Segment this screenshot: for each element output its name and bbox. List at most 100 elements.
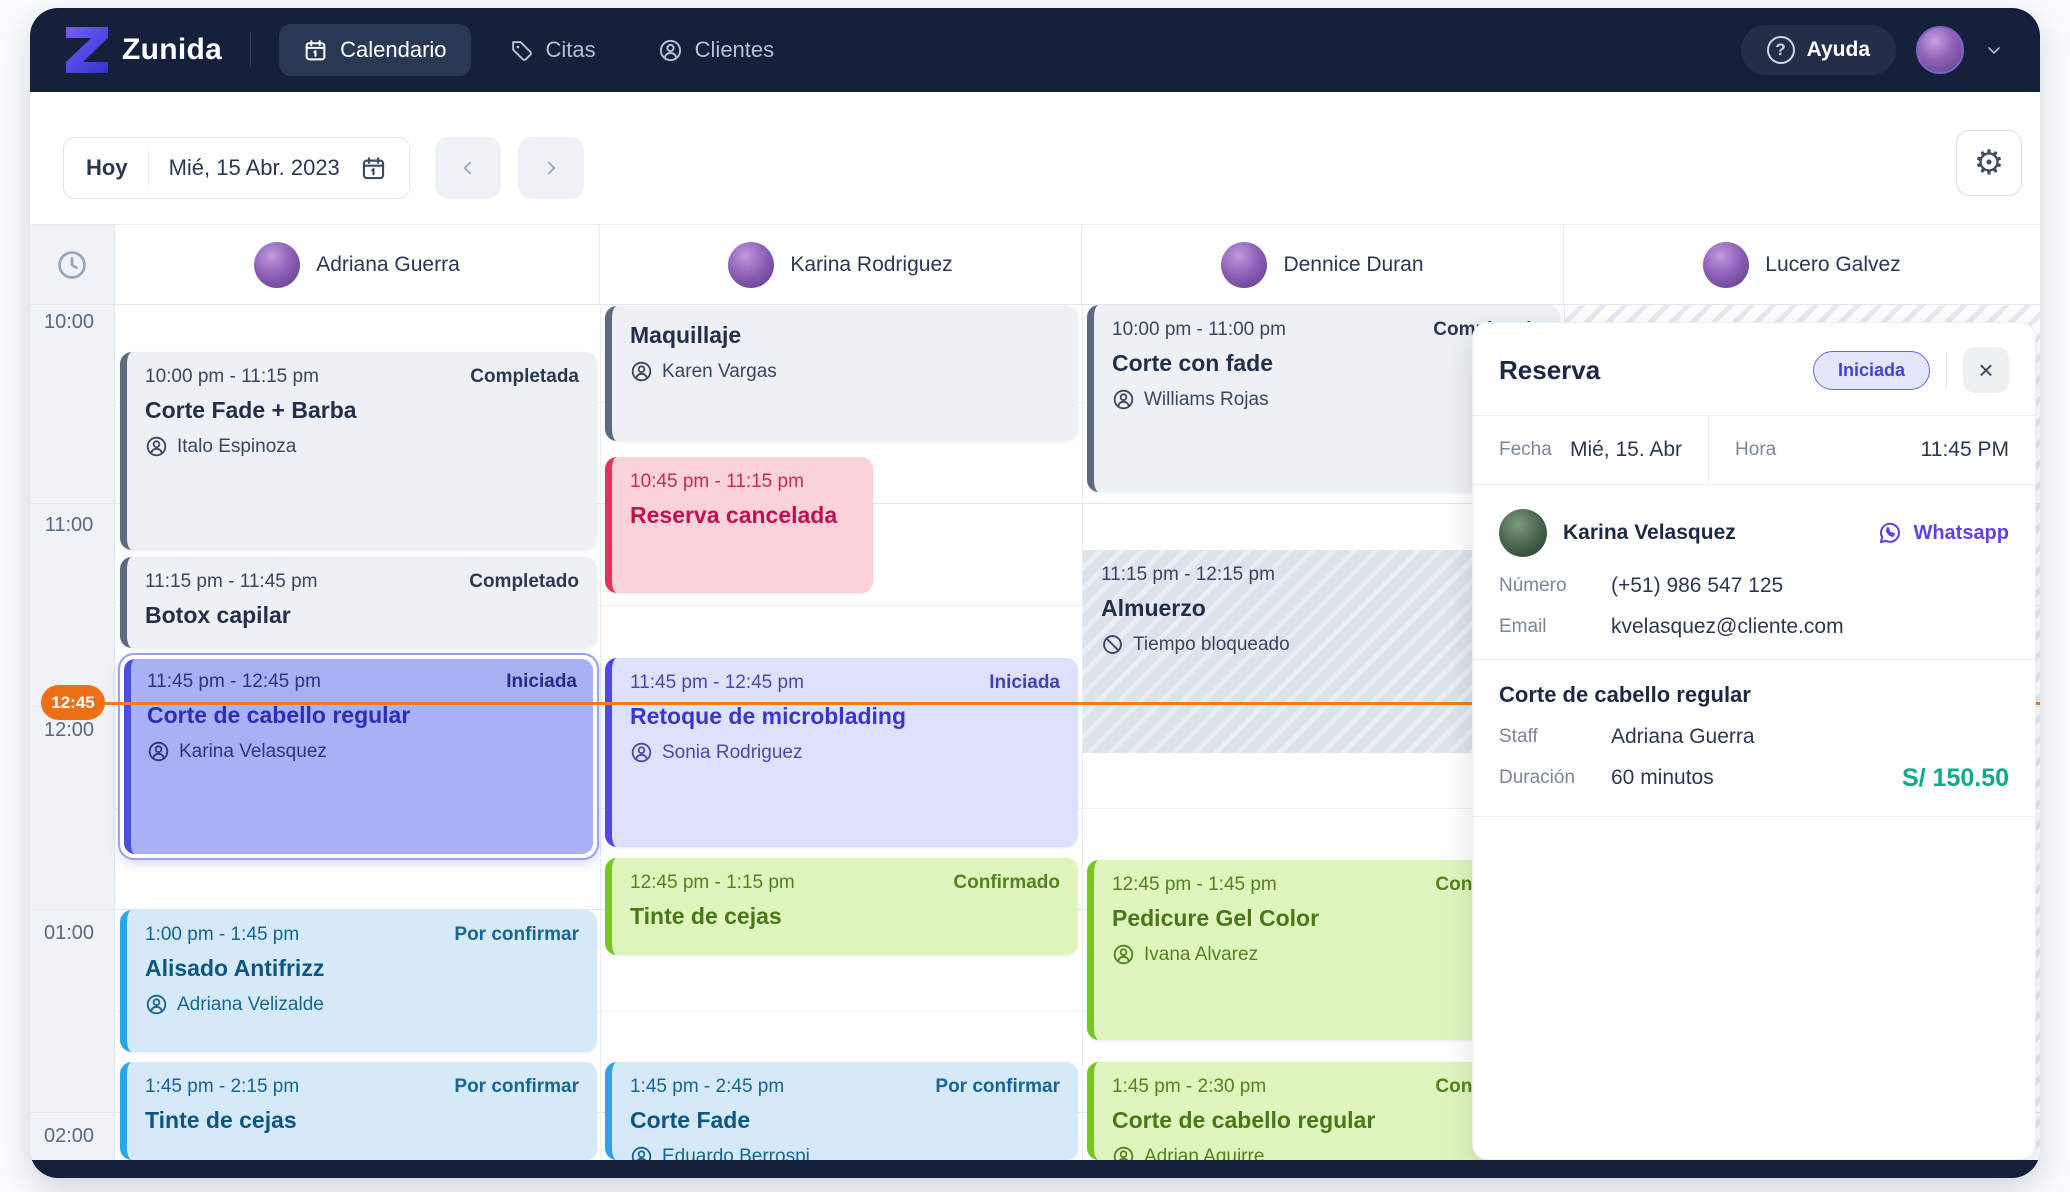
tab-clientes[interactable]: Clientes <box>634 24 798 76</box>
panel-title: Reserva <box>1499 354 1601 385</box>
numero-value: (+51) 986 547 125 <box>1611 574 1784 597</box>
staff-avatar <box>728 241 775 288</box>
hora-cell: Hora 11:45 PM <box>1735 438 2009 461</box>
navbar-right: ? Ayuda <box>1740 25 2004 75</box>
staff-avatar <box>1221 241 1268 288</box>
help-button[interactable]: ? Ayuda <box>1740 25 1896 75</box>
event-card[interactable]: 10:00 pm - 11:15 pm Completada Corte Fade… <box>120 352 597 550</box>
time-label: 11:00 <box>44 514 94 536</box>
person-icon <box>631 742 652 763</box>
chevron-down-icon[interactable] <box>1984 40 2004 60</box>
tab-label: Citas <box>545 37 596 62</box>
zunida-logo-icon <box>66 27 108 73</box>
staff-header-dennice[interactable]: Dennice Duran <box>1082 225 1564 304</box>
calendar-icon <box>305 39 326 60</box>
panel-header: Reserva Iniciada × <box>1473 323 2035 415</box>
person-icon <box>1113 389 1134 410</box>
brand-name: Zunida <box>122 33 223 66</box>
current-time-line <box>94 702 2040 705</box>
staff-header-row: Adriana Guerra Karina Rodriguez Dennice … <box>30 225 2040 305</box>
email-value: kvelasquez@cliente.com <box>1611 615 1844 638</box>
time-label: 10:00 <box>43 311 95 333</box>
clock-icon <box>58 250 86 279</box>
panel-header-divider <box>1946 353 1947 387</box>
datetime-row: Fecha Mié, 15. Abr Hora 11:45 PM <box>1473 415 2035 485</box>
hora-value: 11:45 PM <box>1920 438 2009 461</box>
calendar-icon[interactable] <box>360 155 387 182</box>
event-card[interactable]: 1:45 pm - 2:45 pm Por confirmar Corte Fad… <box>605 1062 1078 1160</box>
settings-button[interactable]: ⚙ <box>1956 130 2022 196</box>
event-card-selected[interactable]: 11:45 pm - 12:45 pm Iniciada Corte de cab… <box>118 653 599 860</box>
staff-row: Staff Adriana Guerra <box>1499 725 1755 748</box>
fecha-cell: Fecha Mié, 15. Abr <box>1473 416 1710 484</box>
event-card[interactable]: 12:45 pm - 1:15 pm Confirmado Tinte de ce… <box>605 858 1078 955</box>
whatsapp-link[interactable]: Whatsapp <box>1877 520 2009 546</box>
tab-calendario[interactable]: Calendario <box>279 24 471 76</box>
tab-label: Clientes <box>694 37 775 62</box>
nav-divider <box>250 32 252 68</box>
close-icon: × <box>1978 354 1994 385</box>
status-badge: Iniciada <box>1812 350 1930 390</box>
person-icon <box>146 994 167 1015</box>
whatsapp-icon <box>1880 522 1901 544</box>
event-card[interactable]: 1:45 pm - 2:15 pm Por confirmar Tinte de … <box>120 1062 597 1160</box>
tab-label: Calendario <box>340 37 447 62</box>
top-navbar: Zunida Calendario Citas <box>30 8 2040 92</box>
person-icon <box>1113 944 1134 965</box>
gear-icon: ⚙ <box>1973 144 2005 182</box>
time-label: 02:00 <box>43 1125 95 1147</box>
close-button[interactable]: × <box>1963 347 2009 393</box>
calendar-toolbar: Hoy Mié, 15 Abr. 2023 ⚙ <box>30 92 2040 225</box>
person-icon <box>1113 1146 1134 1160</box>
staff-header-lucero[interactable]: Lucero Galvez <box>1564 225 2040 304</box>
email-row: Email kvelasquez@cliente.com <box>1499 615 1844 638</box>
staff-value: Adriana Guerra <box>1611 725 1755 748</box>
person-icon <box>146 436 167 457</box>
blocked-icon <box>1103 635 1122 654</box>
brand: Zunida <box>66 27 222 73</box>
prev-day-button[interactable] <box>435 137 501 199</box>
date-group-divider <box>147 151 149 185</box>
duracion-row: Duración 60 minutos S/ 150.50 <box>1499 764 2009 792</box>
tag-icon <box>511 40 532 61</box>
client-name: Karina Velasquez <box>1563 521 1736 544</box>
time-gutter-header <box>30 225 115 304</box>
time-label: 01:00 <box>43 922 95 944</box>
help-label: Ayuda <box>1806 38 1870 61</box>
event-card-cancelled[interactable]: 10:45 pm - 11:15 pm Reserva cancelada <box>605 457 873 593</box>
staff-avatar <box>254 241 301 288</box>
current-date-label[interactable]: Mié, 15 Abr. 2023 <box>168 155 340 180</box>
fecha-value: Mié, 15. Abr <box>1569 438 1683 461</box>
numero-row: Número (+51) 986 547 125 <box>1499 574 1784 597</box>
duracion-value: 60 minutos <box>1611 766 1714 789</box>
app-window: Zunida Calendario Citas <box>30 8 2040 1178</box>
staff-header-karina[interactable]: Karina Rodriguez <box>600 225 1082 304</box>
event-card[interactable]: Maquillaje Karen Vargas <box>605 306 1078 441</box>
tab-citas[interactable]: Citas <box>485 24 620 76</box>
next-day-button[interactable] <box>518 137 584 199</box>
event-card[interactable]: 11:15 pm - 11:45 pm Completado Botox capi… <box>120 557 597 648</box>
staff-avatar <box>1703 241 1750 288</box>
current-time-badge: 12:45 <box>41 685 105 720</box>
time-gutter <box>30 305 115 1160</box>
event-card[interactable]: 1:00 pm - 1:45 pm Por confirmar Alisado A… <box>120 910 597 1052</box>
client-avatar <box>1499 509 1547 557</box>
person-icon <box>631 361 652 382</box>
today-button[interactable]: Hoy <box>86 155 128 180</box>
clients-icon <box>659 39 681 61</box>
reservation-panel: Reserva Iniciada × Fecha Mié, 15. Abr Ho… <box>1472 322 2036 1160</box>
person-icon <box>631 1146 652 1160</box>
help-icon: ? <box>1766 36 1795 64</box>
content-area: Hoy Mié, 15 Abr. 2023 ⚙ <box>30 92 2040 1160</box>
service-title: Corte de cabello regular <box>1499 682 1751 707</box>
main-tabs: Calendario Citas Clientes <box>279 24 798 76</box>
price-value: S/ 150.50 <box>1901 764 2009 792</box>
time-label: 12:00 <box>43 719 95 741</box>
service-section: Corte de cabello regular Staff Adriana G… <box>1473 659 2035 817</box>
date-picker-group: Hoy Mié, 15 Abr. 2023 <box>63 137 410 199</box>
client-section: Karina Velasquez Whatsapp Número (+51) 9… <box>1473 485 2035 659</box>
event-card[interactable]: 11:45 pm - 12:45 pm Iniciada Retoque de m… <box>605 658 1078 847</box>
user-avatar[interactable] <box>1916 26 1964 74</box>
staff-header-adriana[interactable]: Adriana Guerra <box>115 225 600 304</box>
